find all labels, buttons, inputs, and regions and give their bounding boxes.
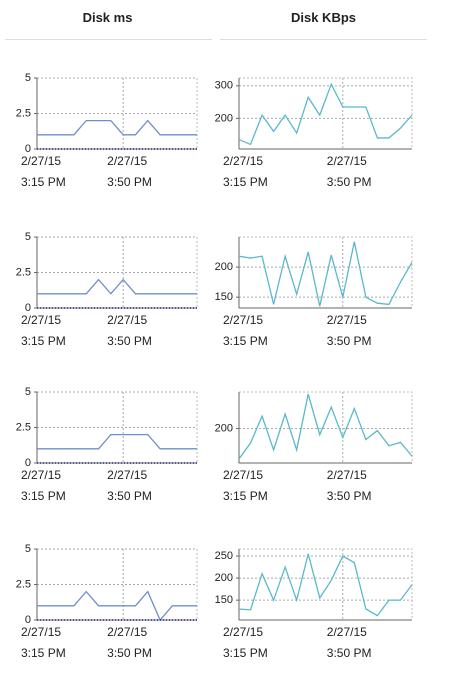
y-tick-label: 200	[215, 261, 233, 273]
x-tick-label: 2/27/15 3:15 PM	[223, 468, 268, 503]
x-tick-label: 2/27/15 3:50 PM	[326, 625, 372, 660]
y-tick-label: 250	[215, 550, 233, 562]
y-tick-label: 0	[25, 143, 31, 155]
x-tick-label: 2/27/15 3:15 PM	[21, 313, 66, 348]
series-line	[37, 590, 197, 622]
y-tick-label: 300	[215, 80, 233, 92]
x-tick-label: 2/27/15 3:15 PM	[223, 313, 268, 348]
column-header: Disk KBps	[290, 10, 357, 25]
y-tick-label: 150	[215, 594, 233, 606]
y-tick-label: 2.5	[16, 578, 31, 590]
x-tick-label: 2/27/15 3:50 PM	[326, 154, 372, 189]
series-line	[238, 241, 413, 307]
y-tick-label: 0	[25, 614, 31, 626]
divider	[220, 39, 427, 40]
series-line	[238, 393, 413, 460]
y-tick-label: 2.5	[16, 421, 31, 433]
y-tick-label: 0	[25, 302, 31, 314]
series-line	[238, 553, 413, 617]
y-tick-label: 150	[215, 291, 233, 303]
series-line	[238, 82, 413, 146]
y-tick-label: 5	[25, 386, 31, 398]
y-tick-label: 5	[25, 543, 31, 555]
x-tick-label: 2/27/15 3:50 PM	[107, 468, 152, 503]
x-tick-label: 2/27/15 3:15 PM	[223, 625, 268, 660]
x-tick-label: 2/27/15 3:50 PM	[107, 313, 152, 348]
x-tick-label: 2/27/15 3:15 PM	[21, 625, 66, 660]
series-line	[37, 433, 197, 450]
y-tick-label: 200	[215, 572, 233, 584]
column-header: Disk ms	[82, 10, 133, 25]
y-tick-label: 2.5	[16, 266, 31, 278]
x-tick-label: 2/27/15 3:50 PM	[107, 625, 152, 660]
x-tick-label: 2/27/15 3:50 PM	[107, 154, 152, 189]
x-tick-label: 2/27/15 3:50 PM	[326, 468, 372, 503]
y-tick-label: 200	[215, 422, 233, 434]
x-tick-label: 2/27/15 3:15 PM	[21, 154, 66, 189]
x-tick-label: 2/27/15 3:15 PM	[21, 468, 66, 503]
y-tick-label: 5	[25, 231, 31, 243]
x-tick-label: 2/27/15 3:50 PM	[326, 313, 372, 348]
y-tick-label: 2.5	[16, 107, 31, 119]
divider	[5, 39, 212, 40]
y-tick-label: 0	[25, 457, 31, 469]
x-tick-label: 2/27/15 3:15 PM	[223, 154, 268, 189]
series-line	[37, 119, 197, 136]
y-tick-label: 200	[215, 112, 233, 124]
plot-frame	[238, 548, 413, 621]
series-line	[37, 278, 197, 295]
plot-frame	[238, 391, 413, 464]
y-tick-label: 5	[25, 72, 31, 84]
